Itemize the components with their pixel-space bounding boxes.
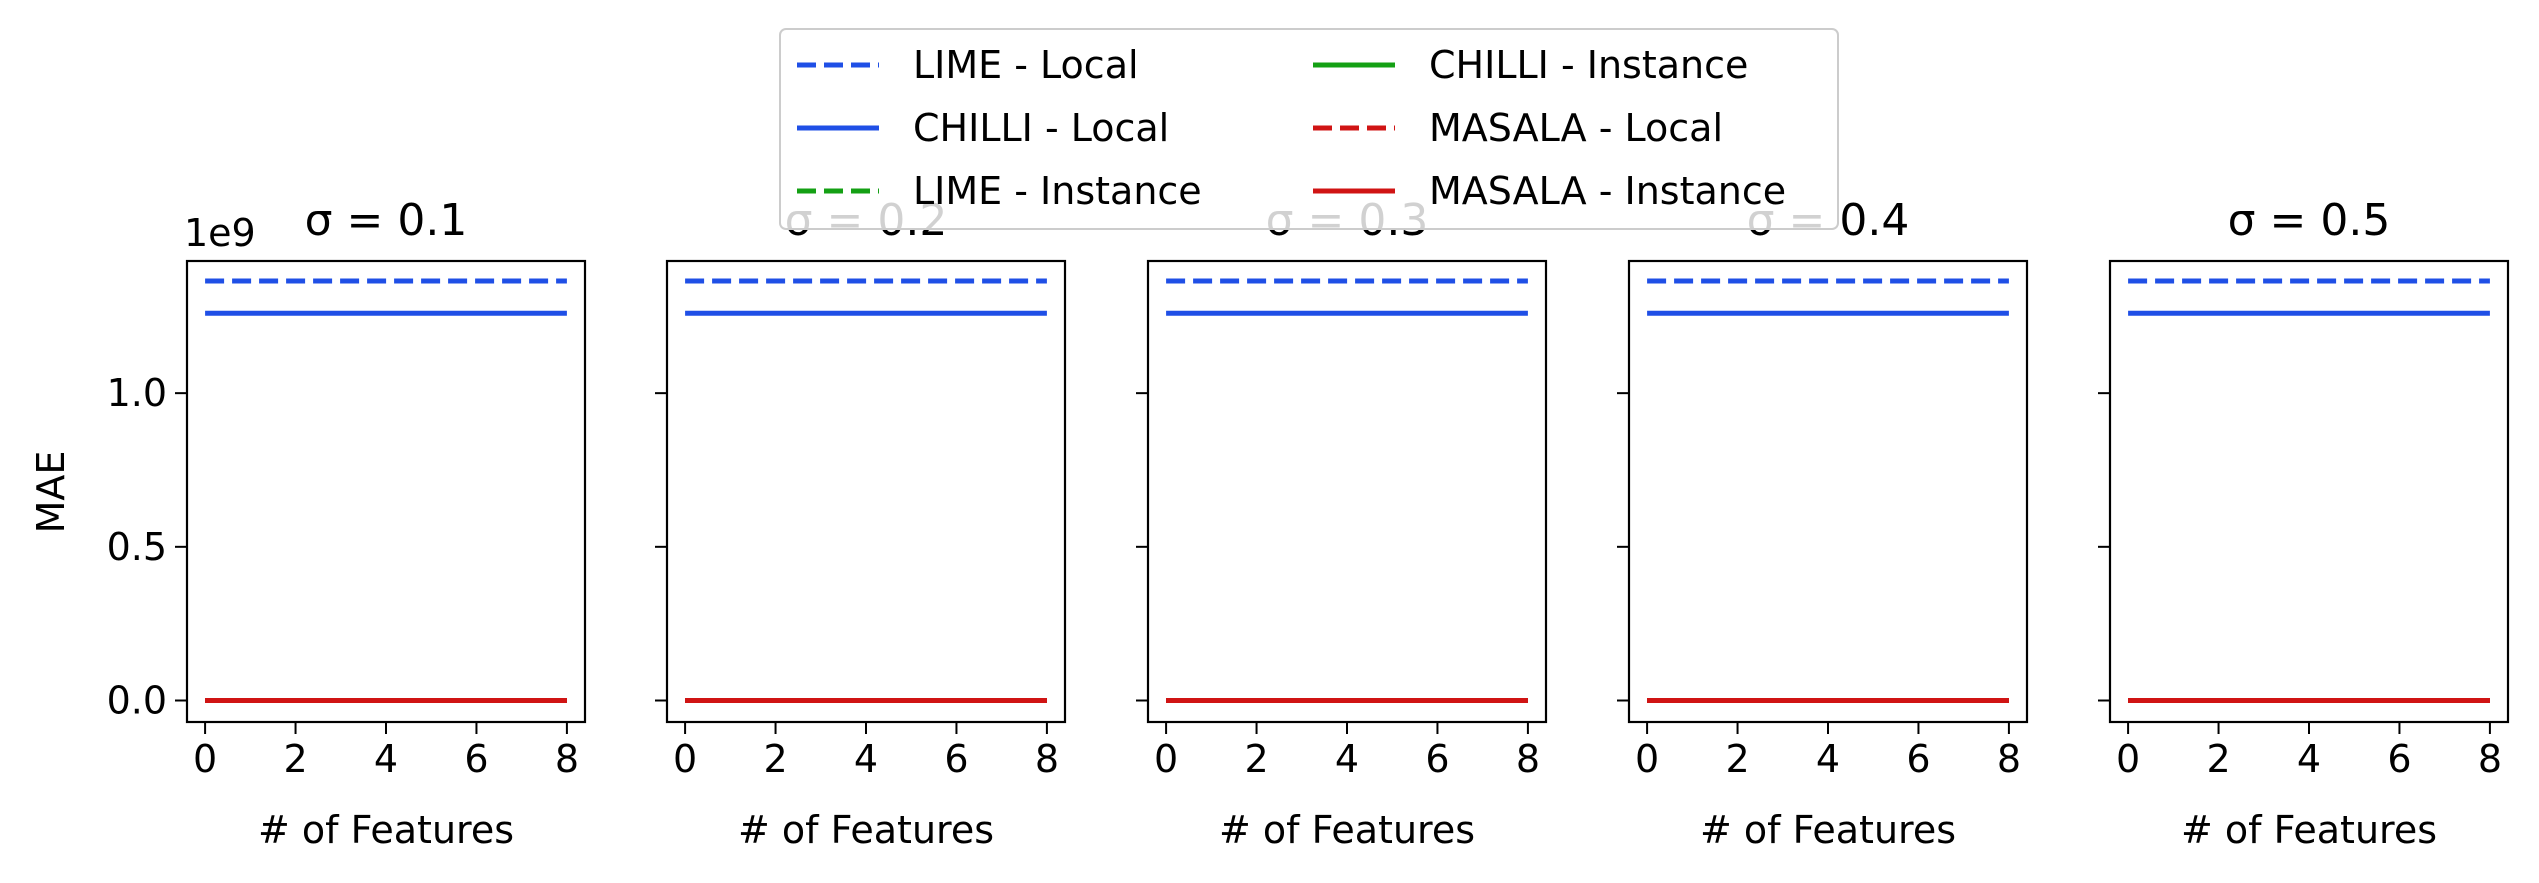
x-tick-label: 8 [1035, 737, 1059, 781]
x-tick-label: 2 [2206, 737, 2230, 781]
subplot-5: 0 2 4 6 8 # of Features σ = 0.5 [2098, 195, 2510, 852]
x-tick-label: 0 [1635, 737, 1659, 781]
legend-label: LIME - Local [913, 43, 1139, 87]
y-offset-text: 1e9 [184, 211, 256, 255]
x-tick-label: 8 [1516, 737, 1540, 781]
x-tick-label: 0 [1154, 737, 1178, 781]
x-tick-label: 2 [763, 737, 787, 781]
axes-frame [1627, 259, 2029, 724]
x-tick-label: 0 [193, 737, 217, 781]
x-tick-label: 0 [2116, 737, 2140, 781]
legend-label: CHILLI - Local [913, 106, 1169, 150]
x-axis-label: # of Features [738, 808, 994, 852]
y-tick-label: 1.0 [107, 371, 167, 415]
x-axis-label: # of Features [1219, 808, 1475, 852]
x-tick-label: 4 [374, 737, 398, 781]
axes-frame [1146, 259, 1548, 724]
x-tick-label: 4 [854, 737, 878, 781]
x-tick-label: 8 [555, 737, 579, 781]
legend-box [779, 28, 1839, 230]
legend-label: MASALA - Instance [1429, 169, 1786, 213]
x-axis-label: # of Features [258, 808, 514, 852]
legend-label: LIME - Instance [913, 169, 1202, 213]
x-tick-label: 6 [464, 737, 488, 781]
axes-frame [185, 259, 587, 724]
x-tick-label: 0 [673, 737, 697, 781]
x-tick-label: 8 [1997, 737, 2021, 781]
y-tick-label: 0.5 [107, 525, 167, 569]
x-tick-label: 2 [283, 737, 307, 781]
legend: LIME - Local CHILLI - Local LIME - Instanc… [779, 28, 1839, 230]
subplot-panels: 0 2 4 6 8 # of Features 0.0 0.5 1.0 σ = 0.1 0 2 4 6 8 #… [29, 195, 2510, 852]
x-tick-label: 4 [1335, 737, 1359, 781]
x-axis-label: # of Features [1700, 808, 1956, 852]
legend-label: MASALA - Local [1429, 106, 1723, 150]
x-tick-label: 6 [1425, 737, 1449, 781]
subplot-title: σ = 0.1 [305, 195, 468, 246]
x-tick-label: 6 [2387, 737, 2411, 781]
axes-frame [665, 259, 1067, 724]
x-tick-label: 8 [2478, 737, 2502, 781]
x-tick-label: 2 [1725, 737, 1749, 781]
subplot-title: σ = 0.5 [2228, 195, 2391, 246]
x-tick-label: 2 [1244, 737, 1268, 781]
subplot-1: 0 2 4 6 8 # of Features 0.0 0.5 1.0 σ = 0.1 [107, 195, 587, 852]
x-axis-label: # of Features [2181, 808, 2437, 852]
x-tick-label: 4 [2297, 737, 2321, 781]
x-tick-label: 6 [944, 737, 968, 781]
x-tick-label: 4 [1816, 737, 1840, 781]
axes-frame [2108, 259, 2510, 724]
legend-label: CHILLI - Instance [1429, 43, 1748, 87]
x-tick-label: 6 [1906, 737, 1930, 781]
y-axis-label: MAE [29, 451, 73, 534]
y-tick-label: 0.0 [107, 678, 167, 722]
